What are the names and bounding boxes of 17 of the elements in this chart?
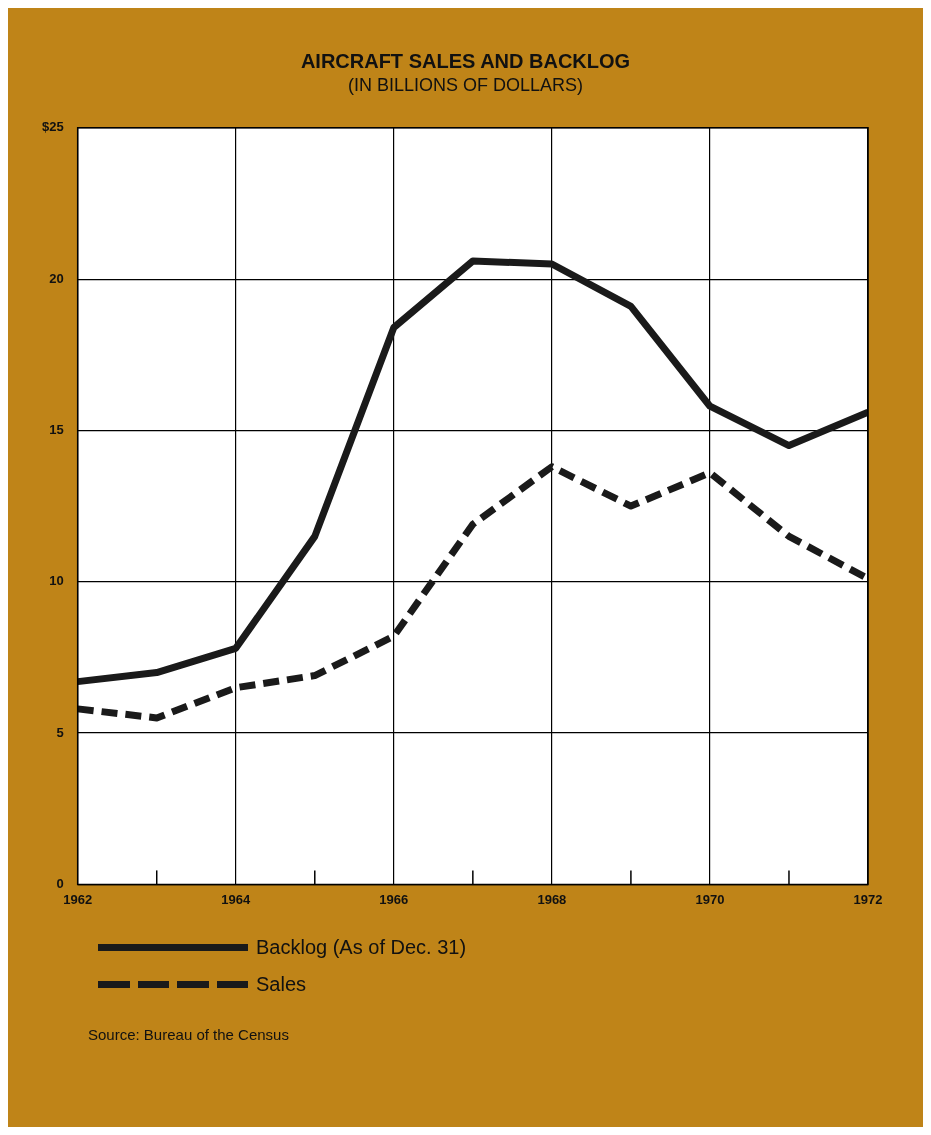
- x-tick-label: 1970: [695, 891, 725, 907]
- y-tick-label: 10: [49, 573, 64, 589]
- x-tick-label: 1968: [537, 891, 567, 907]
- x-tick-label: 1962: [63, 891, 93, 907]
- legend-label: Backlog (As of Dec. 31): [256, 936, 467, 959]
- y-tick-label: 20: [49, 270, 64, 286]
- legend-label: Sales: [256, 973, 307, 996]
- x-tick-label: 1966: [379, 891, 409, 907]
- y-tick-label: 0: [56, 875, 64, 891]
- x-tick-label: 1964: [221, 891, 251, 907]
- y-tick-label: 5: [56, 724, 64, 740]
- y-tick-label: 15: [49, 422, 64, 438]
- chart-subtitle: (IN BILLIONS OF DOLLARS): [346, 75, 585, 96]
- y-tick-label: $25: [41, 119, 64, 135]
- chart-title: AIRCRAFT SALES AND BACKLOG: [299, 50, 632, 73]
- source-note: Source: Bureau of the Census: [88, 1026, 290, 1043]
- x-tick-label: 1972: [853, 891, 883, 907]
